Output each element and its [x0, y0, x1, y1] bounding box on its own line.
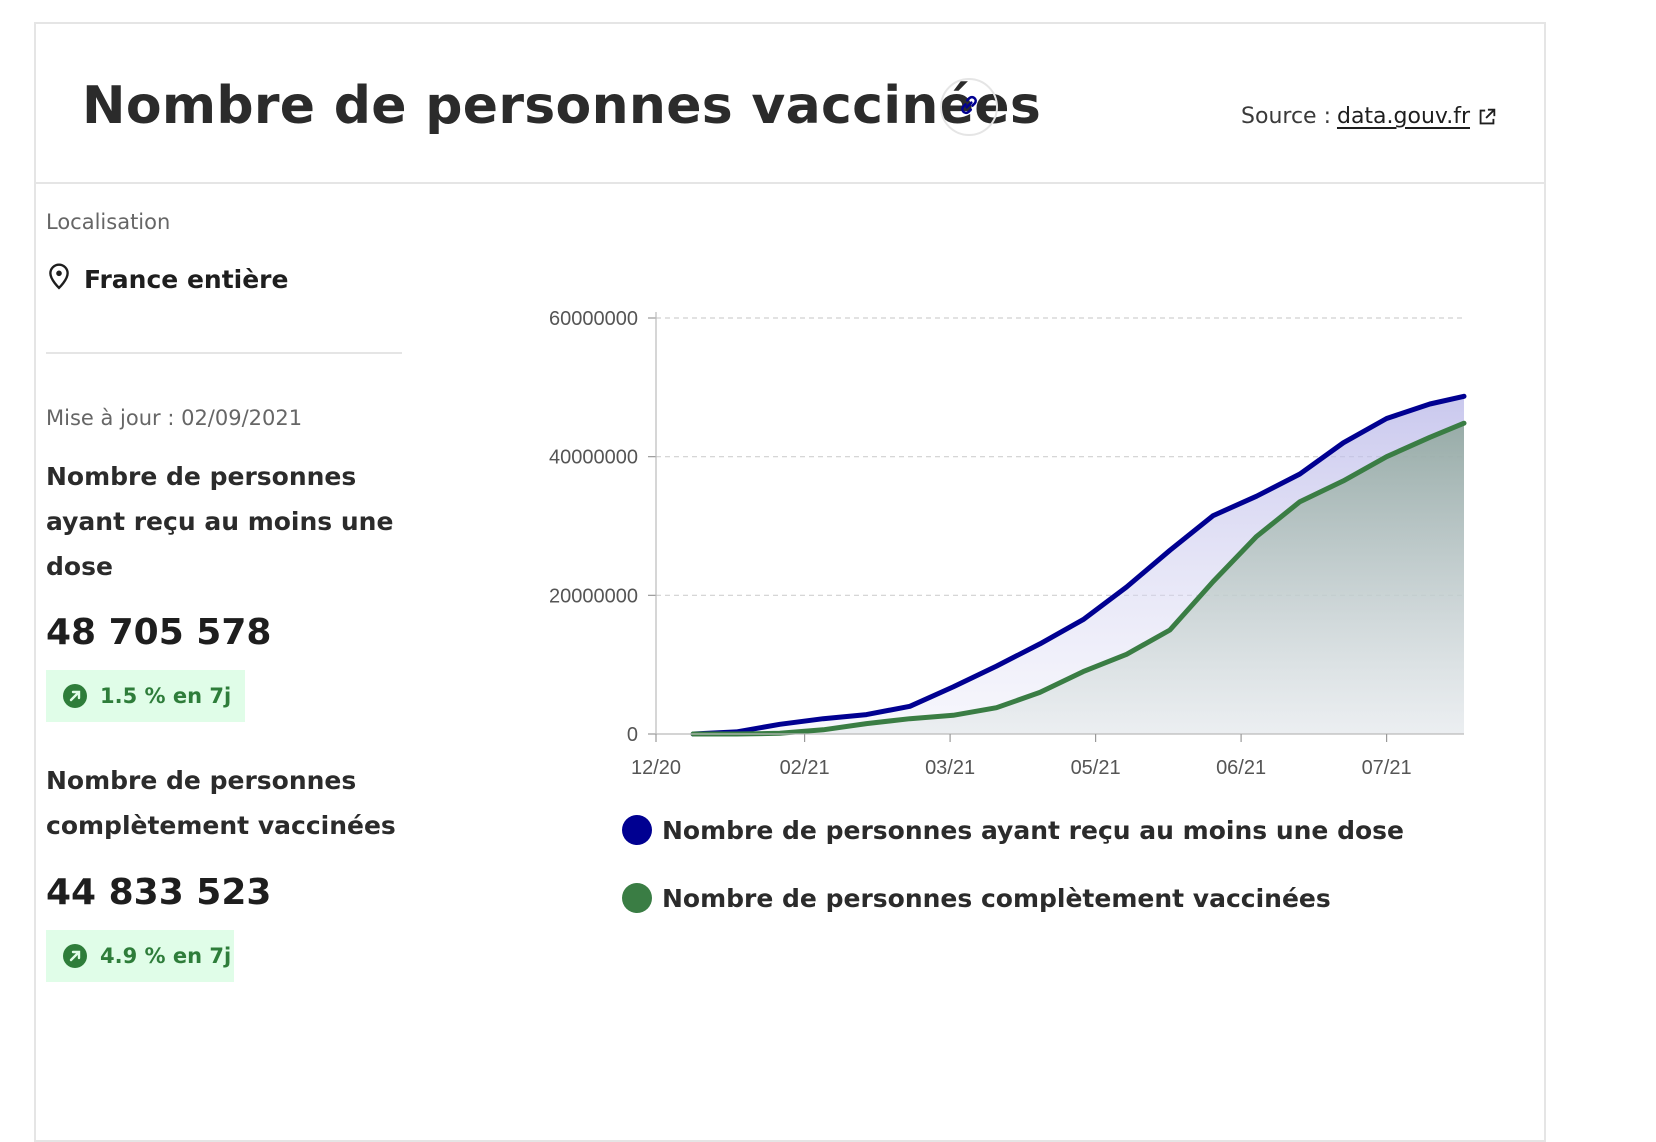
series-line-2	[690, 420, 1467, 737]
kpi-label-first-dose: Nombre de personnes ayant reçu au moins …	[46, 462, 394, 581]
kpi-value-complete: 44 833 523	[46, 872, 272, 913]
legend-marker	[622, 883, 652, 913]
location-selector[interactable]: France entière	[46, 262, 288, 296]
kpi-label-complete: Nombre de personnes complètement vacciné…	[46, 766, 396, 840]
chart-svg: 0 20000000 40000000 60000000 12/20 02/21 03/21…	[549, 308, 1467, 779]
x-tick-label: 06/21	[1216, 757, 1266, 779]
location-value: France entière	[84, 264, 289, 294]
page-title: Nombre de personnes vaccinées	[82, 76, 1042, 136]
y-tick-label: 20000000	[549, 585, 638, 607]
trend-badge-complete: 4.9 % en 7j	[46, 930, 234, 982]
copy-link-button[interactable]	[940, 78, 998, 136]
trend-text: 1.5 % en 7j	[100, 684, 232, 708]
x-tick-label: 07/21	[1362, 757, 1412, 779]
update-date: Mise à jour : 02/09/2021	[46, 406, 303, 430]
legend-label: Nombre de personnes complètement vacciné…	[662, 883, 1331, 913]
x-tick-label: 12/20	[631, 757, 681, 779]
trend-text: 4.9 % en 7j	[100, 944, 232, 968]
vaccination-chart: 0 20000000 40000000 60000000 12/20 02/21 03/21…	[500, 280, 1500, 780]
series-area-2	[693, 423, 1464, 734]
trend-up-icon	[62, 683, 88, 709]
legend-marker	[622, 815, 652, 845]
legend-item-complete: Nombre de personnes complètement vacciné…	[622, 864, 1404, 932]
y-tick-label: 60000000	[549, 308, 638, 330]
external-link-icon	[1476, 106, 1498, 128]
chart-legend: Nombre de personnes ayant reçu au moins …	[622, 796, 1404, 932]
y-tick-label: 0	[627, 724, 638, 746]
x-tick-label: 02/21	[780, 757, 830, 779]
source-link[interactable]: data.gouv.fr	[1336, 104, 1470, 129]
divider	[46, 352, 402, 354]
location-label: Localisation	[46, 210, 171, 234]
kpi-value-first-dose: 48 705 578	[46, 612, 272, 653]
map-pin-icon	[46, 262, 84, 296]
series-line-1	[690, 393, 1467, 737]
x-tick-label: 03/21	[925, 757, 975, 779]
source-label: Source :	[1241, 104, 1331, 129]
trend-up-icon	[62, 943, 88, 969]
x-tick-label: 05/21	[1071, 757, 1121, 779]
link-icon	[955, 91, 983, 123]
card-header: Nombre de personnes vaccinées Source : d…	[36, 24, 1544, 184]
trend-badge-first-dose: 1.5 % en 7j	[46, 670, 246, 722]
source-line: Source : data.gouv.fr	[1241, 104, 1498, 129]
legend-item-first-dose: Nombre de personnes ayant reçu au moins …	[622, 796, 1404, 864]
legend-label: Nombre de personnes ayant reçu au moins …	[662, 815, 1404, 845]
y-tick-label: 40000000	[549, 447, 638, 469]
